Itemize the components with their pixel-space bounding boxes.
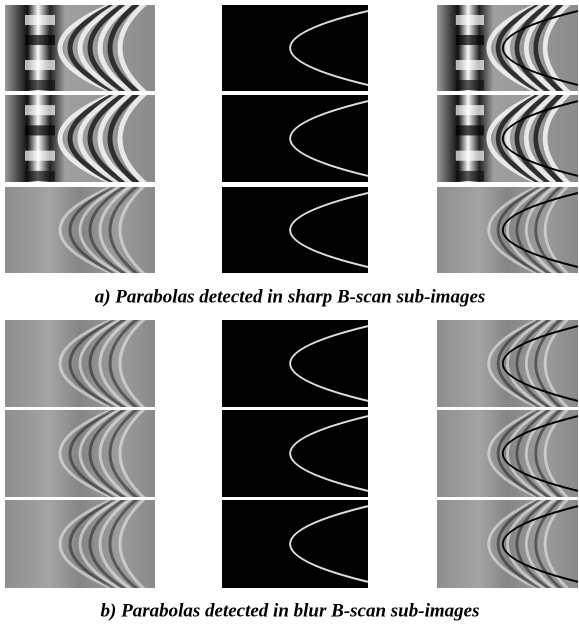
sub-image: [222, 500, 368, 588]
band: [25, 125, 55, 135]
background: [222, 5, 368, 91]
band: [456, 105, 484, 115]
band: [456, 35, 484, 45]
band: [25, 15, 55, 25]
band: [25, 80, 55, 90]
sub-image: [222, 410, 368, 497]
band: [25, 171, 55, 181]
sub-image: [222, 320, 368, 407]
background: [222, 95, 368, 182]
background: [222, 410, 368, 497]
band: [25, 35, 55, 45]
background: [222, 320, 368, 407]
band: [456, 125, 484, 135]
sub-image: [222, 187, 368, 273]
band: [456, 60, 484, 70]
band: [456, 80, 484, 90]
band: [456, 171, 484, 181]
caption: a) Parabolas detected in sharp B-scan su…: [95, 286, 486, 307]
background: [222, 187, 368, 273]
page: a) Parabolas detected in sharp B-scan su…: [0, 0, 579, 628]
caption: b) Parabolas detected in blur B-scan sub…: [101, 600, 480, 621]
band: [456, 15, 484, 25]
background: [222, 500, 368, 588]
band: [25, 60, 55, 70]
band: [456, 151, 484, 161]
band: [25, 105, 55, 115]
sub-image: [222, 5, 368, 91]
figure: a) Parabolas detected in sharp B-scan su…: [0, 0, 579, 628]
sub-image: [222, 95, 368, 182]
band: [25, 151, 55, 161]
